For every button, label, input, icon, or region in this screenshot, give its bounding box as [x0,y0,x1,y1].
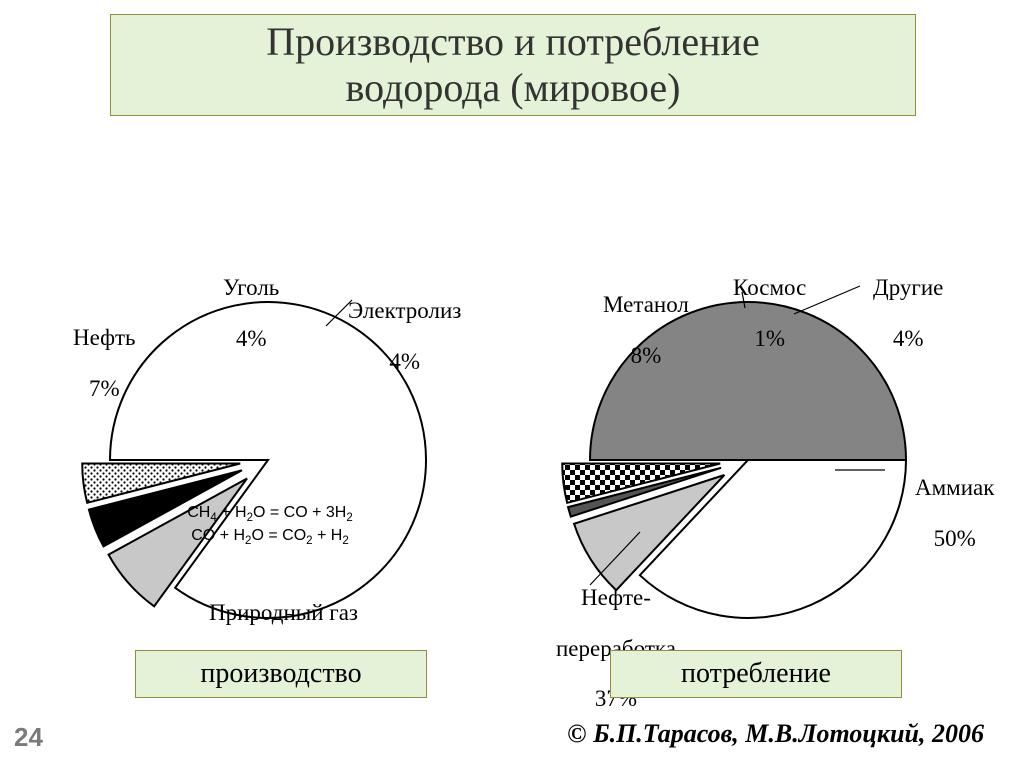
equations: CH4 + H2O = CO + 3H2 CO + H2O = CO2 + H2 [140,503,400,549]
subtitle-production: производство [135,650,427,698]
label-ammonia: Аммиак 50% [892,450,994,576]
label-meth: Метанол 8% [580,267,689,393]
label-oil: Нефть 7% [50,300,136,426]
label-space: Космос 1% [710,250,806,376]
label-refine: Нефте- переработка 37% [533,560,676,737]
label-other: Другие 4% [850,250,943,376]
slide-title: Производство и потреблениеводорода (миро… [266,19,759,111]
pie-charts-svg [30,130,990,650]
label-elec: Электролиз 4% [325,273,461,399]
page-number: 24 [14,722,43,753]
subtitle-consumption: потребление [610,650,902,698]
credit-line: © Б.П.Тарасов, М.В.Лотоцкий, 2006 [567,719,984,749]
slide-title-box: Производство и потреблениеводорода (миро… [110,14,916,116]
slice-refine [640,460,906,618]
label-coal: Уголь 4% [200,250,279,376]
chart-area: Природный газ 85% Нефть 7% Уголь 4% Элек… [30,130,990,650]
